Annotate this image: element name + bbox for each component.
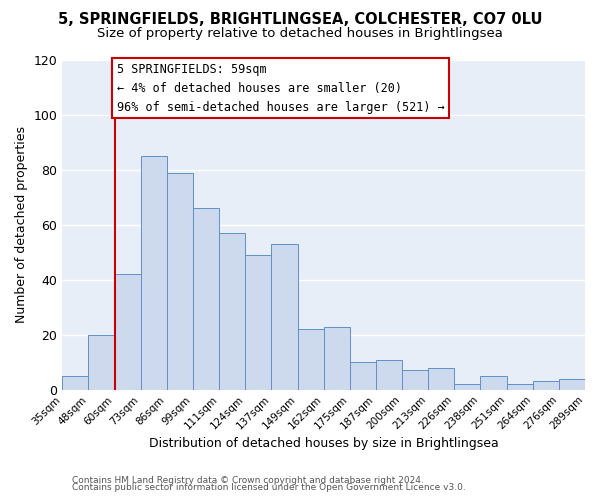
Bar	[140, 156, 167, 390]
X-axis label: Distribution of detached houses by size in Brightlingsea: Distribution of detached houses by size …	[149, 437, 499, 450]
Bar	[271, 244, 298, 390]
Bar	[350, 362, 376, 390]
Bar	[533, 382, 559, 390]
Bar	[481, 376, 506, 390]
Bar	[115, 274, 140, 390]
Bar	[167, 172, 193, 390]
Bar	[88, 335, 115, 390]
Y-axis label: Number of detached properties: Number of detached properties	[15, 126, 28, 324]
Bar	[559, 378, 585, 390]
Bar	[402, 370, 428, 390]
Bar	[506, 384, 533, 390]
Text: 5, SPRINGFIELDS, BRIGHTLINGSEA, COLCHESTER, CO7 0LU: 5, SPRINGFIELDS, BRIGHTLINGSEA, COLCHEST…	[58, 12, 542, 28]
Bar	[428, 368, 454, 390]
Bar	[298, 330, 323, 390]
Bar	[245, 255, 271, 390]
Bar	[219, 233, 245, 390]
Text: 5 SPRINGFIELDS: 59sqm
← 4% of detached houses are smaller (20)
96% of semi-detac: 5 SPRINGFIELDS: 59sqm ← 4% of detached h…	[116, 62, 445, 114]
Bar	[323, 326, 350, 390]
Bar	[454, 384, 481, 390]
Bar	[376, 360, 402, 390]
Text: Contains public sector information licensed under the Open Government Licence v3: Contains public sector information licen…	[72, 484, 466, 492]
Text: Contains HM Land Registry data © Crown copyright and database right 2024.: Contains HM Land Registry data © Crown c…	[72, 476, 424, 485]
Bar	[193, 208, 219, 390]
Bar	[62, 376, 88, 390]
Text: Size of property relative to detached houses in Brightlingsea: Size of property relative to detached ho…	[97, 28, 503, 40]
